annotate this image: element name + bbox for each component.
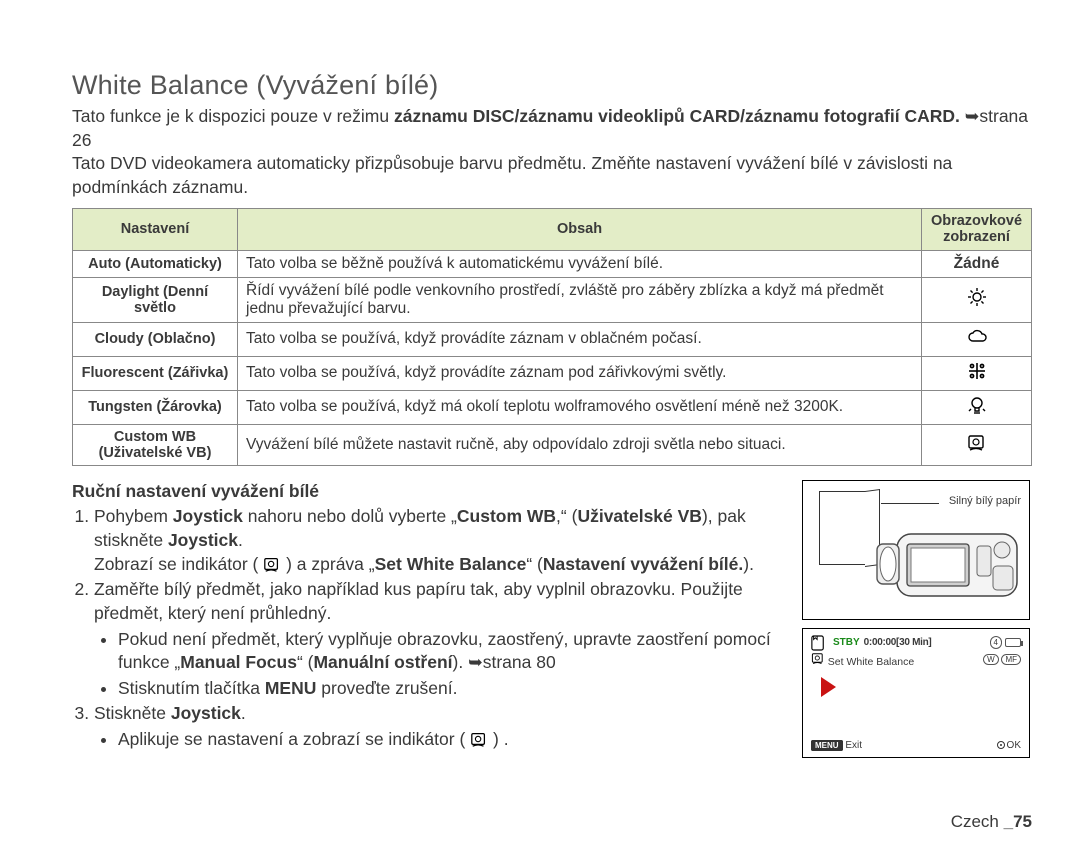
cell-desc: Vyvážení bílé můžete nastavit ručně, aby… [238,424,922,465]
stby-label: STBY [833,637,860,648]
t: nahoru nebo dolů vyberte „ [243,506,457,526]
t: Zobrazí se indikátor ( [94,554,263,574]
footer-lang: Czech [951,812,1004,831]
cell-setting: Auto (Automaticky) [73,250,238,277]
kw-joystick: Joystick [171,703,241,723]
leader-line [881,503,939,504]
kw-uzivatelske: Uživatelské VB [577,506,702,526]
manual-wb-heading: Ruční nastavení vyvážení bílé [72,480,784,504]
step-1: Pohybem Joystick nahoru nebo dolů vybert… [94,505,784,576]
paper-label: Silný bílý papír [949,495,1021,507]
t: . [241,703,246,723]
custom-wb-icon [263,555,281,573]
lcd-preview: STBY 0:00:00[30 Min] 4 Set White Balance… [802,628,1030,758]
kw-nvb: Nastavení vyvážení bílé. [543,554,743,574]
intro-l2: Tato DVD videokamera automaticky přizpůs… [72,153,952,197]
intro-l1a: Tato funkce je k dispozici pouze v režim… [72,106,394,126]
table-row: Daylight (Denní světloŘídí vyvážení bílé… [73,277,1032,322]
kw-setwb: Set White Balance [375,554,527,574]
ok-label: OK [1007,740,1021,751]
table-row: Tungsten (Žárovka)Tato volba se používá,… [73,390,1032,424]
cell-setting: Fluorescent (Zářivka) [73,356,238,390]
white-balance-table: Nastavení Obsah Obrazovkové zobrazení Au… [72,208,1032,466]
kw-joystick: Joystick [168,530,238,550]
menu-chip: MENU [811,740,843,751]
kw-customwb: Custom WB [457,506,556,526]
t: ). [743,554,754,574]
cell-desc: Řídí vyvážení bílé podle venkovního pros… [238,277,922,322]
t: Pohybem [94,506,173,526]
set-white-balance-label: Set White Balance [828,656,914,668]
t: Aplikuje se nastavení a zobrazí se indik… [118,729,470,749]
table-row: Auto (Automaticky)Tato volba se běžně po… [73,250,1032,277]
badge-quality: 4 [990,636,1002,649]
th-content: Obsah [238,208,922,250]
t: ) a zpráva „ [281,554,374,574]
battery-icon [1005,638,1021,647]
cell-display [922,390,1032,424]
t: . [238,530,243,550]
t: “ ( [297,652,314,672]
t: ). ➥strana 80 [453,652,556,672]
custom-wb-icon [470,730,488,748]
cell-setting: Custom WB (Uživatelské VB) [73,424,238,465]
fluorescent-icon [967,361,987,381]
table-row: Fluorescent (Zářivka)Tato volba se použí… [73,356,1032,390]
cell-display [922,322,1032,356]
intro-l1b: záznamu DISC/záznamu videoklipů CARD/záz… [394,106,960,126]
step-3-bullet-1: Aplikuje se nastavení a zobrazí se indik… [118,728,784,752]
cell-setting: Daylight (Denní světlo [73,277,238,322]
cell-desc: Tato volba se běžně používá k automatick… [238,250,922,277]
card-icon [811,635,825,651]
t: ,“ ( [556,506,577,526]
cloud-icon [967,327,987,347]
cell-desc: Tato volba se používá, když provádíte zá… [238,356,922,390]
bulb-icon [967,395,987,415]
illustration-paper-camera: Silný bílý papír [802,480,1030,620]
cell-display: Žádné [922,250,1032,277]
table-row: Custom WB (Uživatelské VB)Vyvážení bílé … [73,424,1032,465]
cell-setting: Tungsten (Žárovka) [73,390,238,424]
table-row: Cloudy (Oblačno)Tato volba se používá, k… [73,322,1032,356]
kw-manualfocus: Manual Focus [180,652,297,672]
cell-display [922,277,1032,322]
cell-display [922,424,1032,465]
sun-icon [967,287,987,307]
page-footer: Czech _75 [951,812,1032,832]
kw-menu: MENU [265,678,317,698]
step-2-bullet-2: Stisknutím tlačítka MENU proveďte zrušen… [118,677,784,701]
cell-display [922,356,1032,390]
ok-dot-icon [997,741,1005,749]
step-2: Zaměřte bílý předmět, jako například kus… [94,578,784,700]
cell-desc: Tato volba se používá, když provádíte zá… [238,322,922,356]
red-triangle-icon [821,677,836,697]
intro-paragraph: Tato funkce je k dispozici pouze v režim… [72,105,1032,200]
th-display: Obrazovkové zobrazení [922,208,1032,250]
t: Stiskněte [94,703,171,723]
t: Zaměřte bílý předmět, jako například kus… [94,579,743,623]
badge-wide: W [983,654,999,665]
step-3: Stiskněte Joystick. Aplikuje se nastaven… [94,702,784,751]
custom-icon [967,432,987,452]
exit-label: Exit [845,740,862,751]
page-title: White Balance (Vyvážení bílé) [72,70,1032,101]
cell-desc: Tato volba se používá, když má okolí tep… [238,390,922,424]
kw-manualniostreni: Manuální ostření [313,652,452,672]
footer-sep: _ [1004,812,1013,831]
kw-joystick: Joystick [173,506,243,526]
badge-mf: MF [1001,654,1021,665]
white-paper-shape [819,491,871,565]
t: proveďte zrušení. [316,678,457,698]
time-label: 0:00:00[30 Min] [864,637,932,648]
step-2-bullet-1: Pokud není předmět, který vyplňuje obraz… [118,628,784,675]
camera-icon [875,521,1025,611]
custom-wb-icon [811,651,825,665]
footer-page: 75 [1013,812,1032,831]
t: ) . [488,729,508,749]
t: Stisknutím tlačítka [118,678,265,698]
cell-setting: Cloudy (Oblačno) [73,322,238,356]
th-setting: Nastavení [73,208,238,250]
t: “ ( [526,554,543,574]
